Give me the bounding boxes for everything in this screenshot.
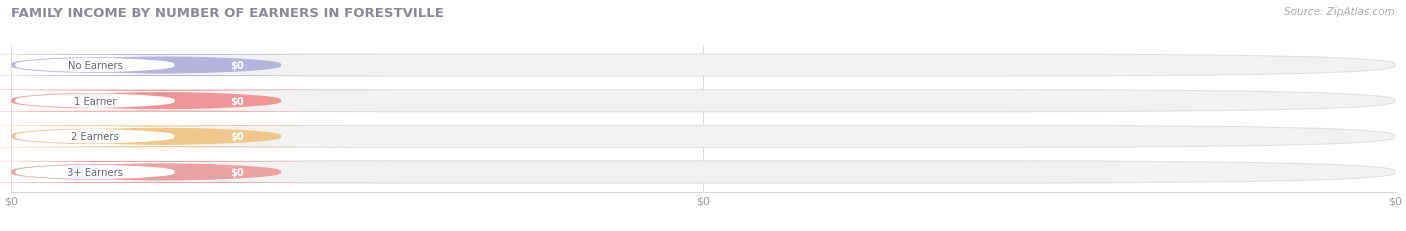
FancyBboxPatch shape: [11, 55, 1395, 77]
FancyBboxPatch shape: [0, 56, 347, 75]
FancyBboxPatch shape: [0, 90, 399, 112]
Text: Source: ZipAtlas.com: Source: ZipAtlas.com: [1284, 7, 1395, 17]
FancyBboxPatch shape: [0, 126, 399, 148]
Text: $0: $0: [231, 61, 243, 71]
FancyBboxPatch shape: [0, 91, 347, 111]
FancyBboxPatch shape: [11, 161, 1395, 183]
FancyBboxPatch shape: [0, 55, 399, 77]
FancyBboxPatch shape: [0, 161, 399, 183]
Text: 1 Earner: 1 Earner: [73, 96, 117, 106]
Text: $0: $0: [231, 96, 243, 106]
FancyBboxPatch shape: [0, 127, 347, 146]
Text: $0: $0: [231, 132, 243, 142]
FancyBboxPatch shape: [11, 90, 1395, 112]
FancyBboxPatch shape: [11, 126, 1395, 148]
Text: No Earners: No Earners: [67, 61, 122, 71]
Text: 2 Earners: 2 Earners: [72, 132, 120, 142]
FancyBboxPatch shape: [0, 163, 347, 182]
Text: 3+ Earners: 3+ Earners: [67, 167, 122, 177]
Text: FAMILY INCOME BY NUMBER OF EARNERS IN FORESTVILLE: FAMILY INCOME BY NUMBER OF EARNERS IN FO…: [11, 7, 444, 20]
Text: $0: $0: [231, 167, 243, 177]
